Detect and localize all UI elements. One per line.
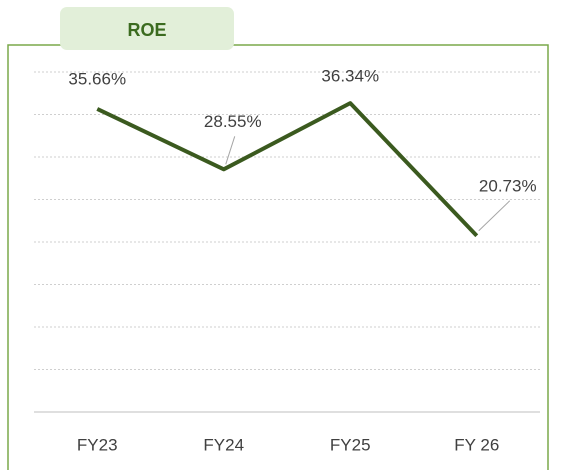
data-line [96,101,479,238]
chart-title: ROE [127,20,166,40]
x-tick-label: FY 26 [454,435,499,454]
data-label: 35.66% [68,69,126,88]
data-label: 20.73% [479,176,537,195]
data-label: 28.55% [204,112,262,131]
x-tick-label: FY25 [330,435,371,454]
leader-line [478,200,511,232]
frame [7,44,549,470]
data-label: 36.34% [321,67,379,86]
x-tick-label: FY24 [203,435,244,454]
title-box [60,7,234,50]
leader-line [225,136,236,165]
x-tick-label: FY23 [77,435,118,454]
